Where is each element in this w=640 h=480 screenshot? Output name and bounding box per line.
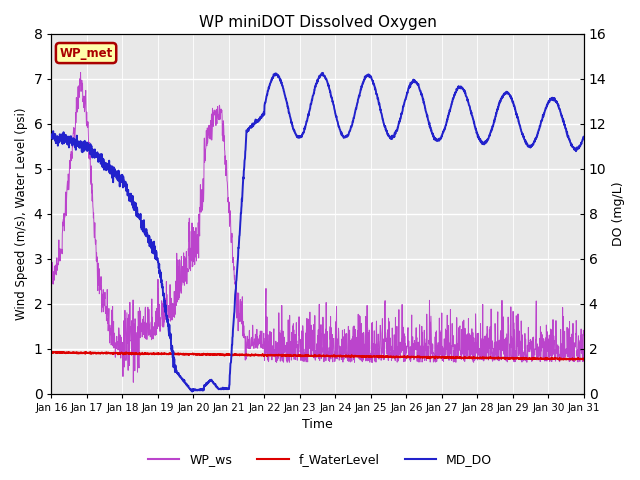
Legend: WP_ws, f_WaterLevel, MD_DO: WP_ws, f_WaterLevel, MD_DO: [143, 448, 497, 471]
X-axis label: Time: Time: [302, 419, 333, 432]
Y-axis label: Wind Speed (m/s), Water Level (psi): Wind Speed (m/s), Water Level (psi): [15, 108, 28, 320]
Bar: [51, 169, 584, 214]
Bar: [51, 259, 584, 304]
Bar: [51, 349, 584, 394]
Text: WP_met: WP_met: [60, 47, 113, 60]
Y-axis label: DO (mg/L): DO (mg/L): [612, 181, 625, 246]
Bar: [51, 79, 584, 124]
Title: WP miniDOT Dissolved Oxygen: WP miniDOT Dissolved Oxygen: [198, 15, 436, 30]
